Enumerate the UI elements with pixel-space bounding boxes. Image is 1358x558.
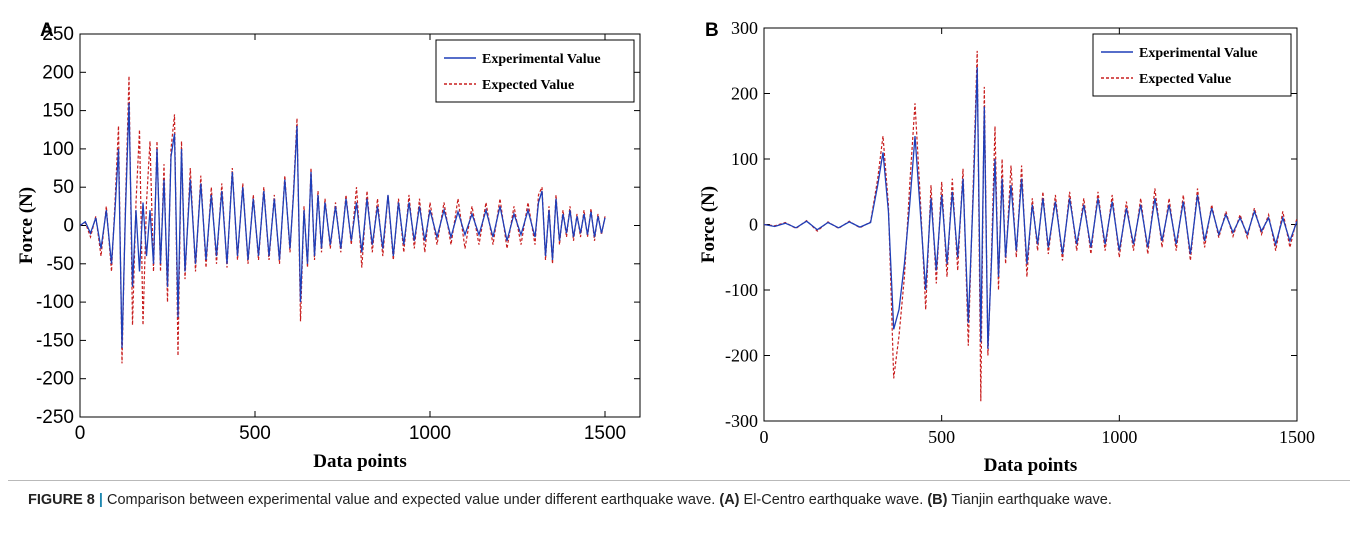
caption-part-a-text: El-Centro earthquake wave. <box>743 492 924 508</box>
y-axis-label: Force (N) <box>698 186 719 263</box>
legend-box <box>1092 33 1292 97</box>
y-tick-label: 0 <box>749 215 758 235</box>
y-tick-label: -200 <box>725 346 758 366</box>
y-tick-label: -150 <box>36 330 74 351</box>
legend-entry: Experimental Value <box>482 52 601 67</box>
y-tick-label: 100 <box>731 149 758 169</box>
y-tick-label: 200 <box>42 62 74 83</box>
y-axis-label: Force (N) <box>16 187 37 264</box>
series-line-experimental-value <box>80 102 606 349</box>
legend: Experimental Value Expected Value <box>1092 33 1292 97</box>
caption-part-a-label: (A) <box>719 492 740 508</box>
caption-part-b-text: Tianjin earthquake wave. <box>951 492 1112 508</box>
chart-panel-b: -300 -200 -100 0 100 200 300 0 500 1000 1500 B Data … <box>698 18 1315 476</box>
x-tick-label: 0 <box>75 423 86 444</box>
figure-separator: | <box>98 492 103 508</box>
panel-label: A <box>40 20 54 41</box>
charts-canvas: -250 -200 -150 -100 -50 0 50 100 150 200 250 0 500 10… <box>16 18 1315 476</box>
figure-label: FIGURE 8 <box>28 492 95 508</box>
y-tick-label: 0 <box>63 216 74 237</box>
caption-divider <box>8 480 1350 481</box>
x-tick-label: 0 <box>760 427 769 447</box>
y-tick-label: -250 <box>36 407 74 428</box>
y-tick-label: -200 <box>36 369 74 390</box>
x-axis-label: Data points <box>313 451 406 472</box>
y-tick-label: -100 <box>725 280 758 300</box>
panel-label: B <box>705 20 719 41</box>
x-tick-label: 1500 <box>584 423 626 444</box>
x-tick-label: 1000 <box>409 423 451 444</box>
x-axis-label: Data points <box>984 455 1077 476</box>
legend-entry: Expected Value <box>1139 72 1231 87</box>
series-line-experimental-value <box>764 67 1297 349</box>
figure-panel: -250 -200 -150 -100 -50 0 50 100 150 200 250 0 500 10… <box>8 6 1350 550</box>
chart-panel-a: -250 -200 -150 -100 -50 0 50 100 150 200 250 0 500 10… <box>16 20 641 472</box>
x-tick-label: 1000 <box>1101 427 1137 447</box>
y-tick-label: 50 <box>53 177 74 198</box>
y-tick-label: -300 <box>725 411 758 431</box>
y-tick-label: 250 <box>42 24 74 45</box>
legend-entry: Expected Value <box>482 78 574 93</box>
caption-main-text: Comparison between experimental value an… <box>107 492 716 508</box>
x-tick-label: 500 <box>239 423 271 444</box>
y-tick-label: 200 <box>731 84 758 104</box>
y-tick-label: 300 <box>731 18 758 38</box>
y-tick-label: 100 <box>42 139 74 160</box>
y-tick-label: -100 <box>36 292 74 313</box>
legend-box <box>435 39 635 103</box>
x-tick-label: 500 <box>928 427 955 447</box>
legend-entry: Experimental Value <box>1139 46 1258 61</box>
legend: Experimental Value Expected Value <box>435 39 635 103</box>
y-tick-label: 150 <box>42 101 74 122</box>
caption-part-b-label: (B) <box>927 492 948 508</box>
y-tick-label: -50 <box>47 254 74 275</box>
x-tick-label: 1500 <box>1279 427 1315 447</box>
figure-caption: FIGURE 8 | Comparison between experiment… <box>28 490 1328 511</box>
